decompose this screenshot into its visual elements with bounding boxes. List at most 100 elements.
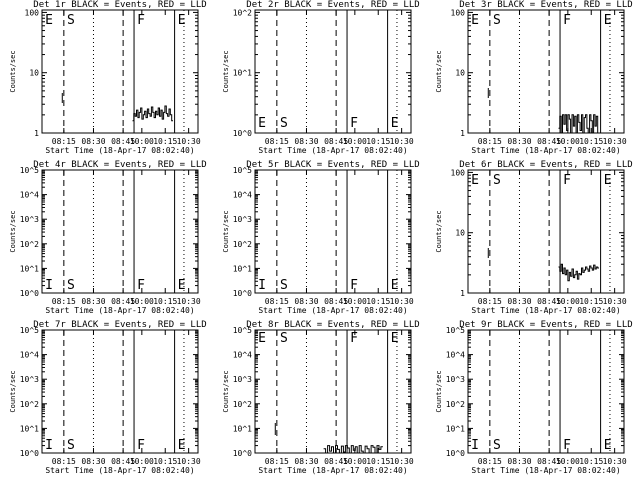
- x-tick-label: 10:00: [556, 137, 580, 146]
- time-marker-label: E: [45, 13, 53, 28]
- y-tick-label: 100: [451, 8, 466, 17]
- time-marker-label: F: [137, 13, 145, 28]
- x-tick-label: 10:00: [130, 457, 154, 466]
- x-tick-label: 08:30: [507, 297, 531, 306]
- time-marker-label: E: [391, 331, 399, 346]
- x-tick-label: 10:00: [343, 297, 367, 306]
- y-tick-label: 1: [460, 289, 465, 298]
- y-tick-label: 10^1: [233, 69, 252, 78]
- x-tick-label: 08:30: [81, 137, 105, 146]
- time-marker-label: S: [67, 13, 75, 28]
- time-marker-label: I: [258, 278, 266, 293]
- x-tick-label: 08:45: [537, 457, 561, 466]
- y-tick-label: 10^5: [233, 326, 252, 335]
- x-tick-label: 10:30: [603, 457, 627, 466]
- series-line: [132, 105, 173, 122]
- x-tick-label: 08:45: [324, 297, 348, 306]
- chart-title: Det 7r BLACK = Events, RED = LLD: [33, 320, 206, 330]
- series-line: [558, 263, 599, 282]
- x-tick-label: 10:15: [366, 297, 390, 306]
- y-tick-label: 10^5: [20, 326, 39, 335]
- x-tick-label: 10:00: [343, 457, 367, 466]
- x-tick-label: 10:30: [603, 297, 627, 306]
- time-marker-label: E: [471, 13, 479, 28]
- chart-panel-1: Det 1r BLACK = Events, RED = LLD 1 10 100 Co…: [9, 0, 207, 155]
- y-tick-label: 10: [455, 229, 465, 238]
- time-marker-label: S: [67, 278, 75, 293]
- x-tick-label: 10:15: [153, 297, 177, 306]
- y-tick-label: 10^4: [20, 351, 39, 360]
- time-marker-label: S: [280, 278, 288, 293]
- chart-title: Det 4r BLACK = Events, RED = LLD: [33, 160, 206, 170]
- x-tick-label: 08:30: [81, 457, 105, 466]
- time-marker-label: S: [493, 173, 501, 188]
- time-marker-label: F: [563, 438, 571, 453]
- chart-panel-4: Det 4r BLACK = Events, RED = LLD 10^0 10^1…: [9, 160, 207, 315]
- y-tick-label: 10^3: [446, 375, 465, 384]
- y-tick-label: 10^4: [233, 191, 252, 200]
- chart-title: Det 6r BLACK = Events, RED = LLD: [459, 160, 632, 170]
- time-marker-label: E: [258, 331, 266, 346]
- chart-panel-8: Det 8r BLACK = Events, RED = LLD 10^0 10^1…: [222, 320, 420, 475]
- y-tick-label: 10^4: [446, 351, 465, 360]
- y-tick-label: 10^3: [233, 215, 252, 224]
- y-tick-label: 10^1: [20, 264, 39, 273]
- chart-panel-9: Det 9r BLACK = Events, RED = LLD 10^0 10^1…: [435, 320, 633, 475]
- time-marker-label: E: [178, 438, 186, 453]
- time-marker-label: E: [178, 278, 186, 293]
- series-line: [323, 445, 383, 454]
- time-marker-label: I: [45, 278, 53, 293]
- x-tick-label: 10:30: [390, 297, 414, 306]
- x-tick-label: 10:30: [390, 137, 414, 146]
- time-marker-label: E: [391, 116, 399, 131]
- plot-frame: [41, 9, 199, 134]
- y-tick-label: 10^2: [233, 400, 252, 409]
- y-axis-label: Counts/sec: [9, 210, 17, 252]
- x-tick-label: 08:45: [111, 137, 135, 146]
- y-tick-label: 10^3: [20, 375, 39, 384]
- chart-panel-6: Det 6r BLACK = Events, RED = LLD 1 10 100 Co…: [435, 160, 633, 315]
- x-tick-label: 08:30: [507, 137, 531, 146]
- x-tick-label: 08:30: [507, 457, 531, 466]
- chart-panel-7: Det 7r BLACK = Events, RED = LLD 10^0 10^1…: [9, 320, 207, 475]
- y-tick-label: 10^5: [20, 166, 39, 175]
- x-tick-label: 08:15: [265, 297, 289, 306]
- time-marker-label: F: [350, 278, 358, 293]
- x-tick-label: 08:45: [111, 457, 135, 466]
- y-axis-label: Counts/sec: [222, 370, 230, 412]
- time-marker-label: S: [280, 331, 288, 346]
- x-tick-label: 10:15: [579, 297, 603, 306]
- plot-frame: [41, 329, 199, 454]
- y-tick-label: 100: [451, 168, 466, 177]
- x-tick-label: 08:15: [52, 137, 76, 146]
- x-tick-label: 10:00: [130, 137, 154, 146]
- x-tick-label: 10:00: [556, 457, 580, 466]
- time-marker-label: F: [137, 278, 145, 293]
- plot-frame: [254, 169, 412, 294]
- time-marker-label: E: [391, 278, 399, 293]
- time-marker-label: S: [280, 116, 288, 131]
- y-axis-label: Counts/sec: [9, 370, 17, 412]
- y-tick-label: 10^1: [20, 424, 39, 433]
- x-tick-label: 08:45: [324, 457, 348, 466]
- x-tick-label: 10:30: [603, 137, 627, 146]
- y-tick-label: 10^2: [20, 240, 39, 249]
- time-marker-label: F: [350, 331, 358, 346]
- x-tick-label: 10:15: [153, 137, 177, 146]
- x-tick-label: 08:45: [537, 297, 561, 306]
- y-tick-label: 10^1: [233, 264, 252, 273]
- time-marker-label: E: [178, 13, 186, 28]
- x-axis-label: Start Time (18-Apr-17 08:02:40): [471, 306, 620, 315]
- y-tick-label: 10: [455, 69, 465, 78]
- x-tick-label: 10:30: [177, 297, 201, 306]
- time-marker-label: F: [350, 116, 358, 131]
- time-marker-label: S: [493, 438, 501, 453]
- chart-panel-5: Det 5r BLACK = Events, RED = LLD 10^0 10^1…: [222, 160, 420, 315]
- x-tick-label: 08:15: [478, 137, 502, 146]
- x-tick-label: 10:30: [177, 137, 201, 146]
- time-marker-label: E: [604, 13, 612, 28]
- time-marker-label: E: [604, 173, 612, 188]
- chart-title: Det 9r BLACK = Events, RED = LLD: [459, 320, 632, 330]
- x-tick-label: 10:15: [153, 457, 177, 466]
